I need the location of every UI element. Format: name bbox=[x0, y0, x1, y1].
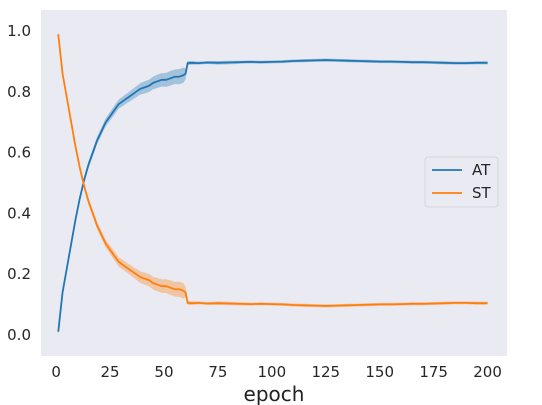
series-line-at bbox=[57, 59, 488, 332]
x-axis: 0 25 50 75 100 125 150 175 200 bbox=[51, 363, 502, 381]
x-axis-label: epoch bbox=[244, 382, 305, 405]
y-tick-label: 0.2 bbox=[7, 265, 31, 283]
x-tick-label: 50 bbox=[154, 363, 173, 381]
y-tick-label: 0.6 bbox=[7, 144, 31, 162]
x-tick-label: 125 bbox=[311, 363, 340, 381]
x-tick-label: 200 bbox=[473, 363, 502, 381]
x-tick-label: 25 bbox=[100, 363, 119, 381]
legend-label-st: ST bbox=[472, 184, 492, 202]
x-tick-label: 150 bbox=[365, 363, 394, 381]
x-tick-label: 100 bbox=[258, 363, 287, 381]
y-tick-label: 0.0 bbox=[7, 326, 31, 344]
y-tick-label: 0.4 bbox=[7, 204, 31, 222]
series-line-st bbox=[57, 34, 488, 307]
y-tick-label: 0.8 bbox=[7, 83, 31, 101]
x-tick-label: 75 bbox=[208, 363, 227, 381]
x-tick-label: 0 bbox=[51, 363, 61, 381]
legend-label-at: AT bbox=[472, 161, 491, 179]
x-tick-label: 175 bbox=[419, 363, 448, 381]
y-tick-label: 1.0 bbox=[7, 22, 31, 40]
y-axis: 0.0 0.2 0.4 0.6 0.8 1.0 bbox=[7, 22, 31, 344]
legend: AT ST bbox=[424, 156, 499, 208]
